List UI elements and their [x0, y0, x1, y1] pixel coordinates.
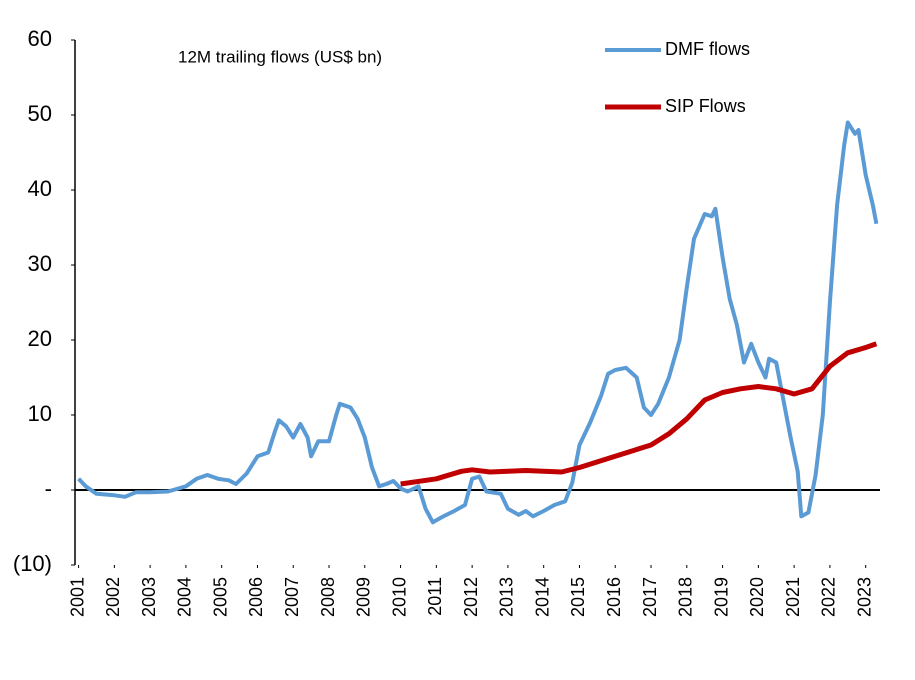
x-tick-label: 2011: [425, 577, 445, 616]
x-tick-label: 2022: [819, 577, 839, 617]
legend-label: DMF flows: [665, 39, 750, 59]
x-tick-label: 2015: [568, 577, 588, 617]
legend-label: SIP Flows: [665, 96, 746, 116]
x-tick-label: 2012: [461, 577, 481, 617]
y-tick-label: 50: [28, 101, 52, 126]
x-tick-label: 2005: [210, 577, 230, 617]
x-tick-label: 2008: [318, 577, 338, 617]
x-tick-label: 2016: [604, 577, 624, 617]
x-tick-label: 2002: [103, 577, 123, 617]
y-tick-label: 60: [28, 26, 52, 51]
x-tick-label: 2014: [532, 577, 552, 617]
chart-annotation: 12M trailing flows (US$ bn): [178, 47, 382, 66]
x-tick-label: 2023: [854, 577, 874, 617]
y-tick-label: (10): [13, 551, 52, 576]
x-tick-label: 2009: [354, 577, 374, 617]
x-tick-label: 2021: [783, 577, 803, 617]
x-tick-label: 2018: [676, 577, 696, 617]
x-tick-label: 2010: [389, 577, 409, 617]
y-tick-label: -: [45, 476, 52, 501]
y-tick-label: 40: [28, 176, 52, 201]
data-line: [400, 341, 878, 487]
y-tick-label: 10: [28, 401, 52, 426]
x-tick-label: 2001: [67, 577, 87, 617]
x-tick-label: 2020: [747, 577, 767, 617]
x-tick-label: 2004: [175, 577, 195, 617]
x-tick-label: 2006: [246, 577, 266, 617]
x-tick-label: 2013: [497, 577, 517, 617]
x-tick-label: 2017: [640, 577, 660, 617]
y-tick-label: 30: [28, 251, 52, 276]
x-tick-label: 2003: [139, 577, 159, 617]
y-tick-label: 20: [28, 326, 52, 351]
x-tick-label: 2007: [282, 577, 302, 617]
data-line: [77, 120, 879, 525]
x-tick-label: 2019: [711, 577, 731, 617]
